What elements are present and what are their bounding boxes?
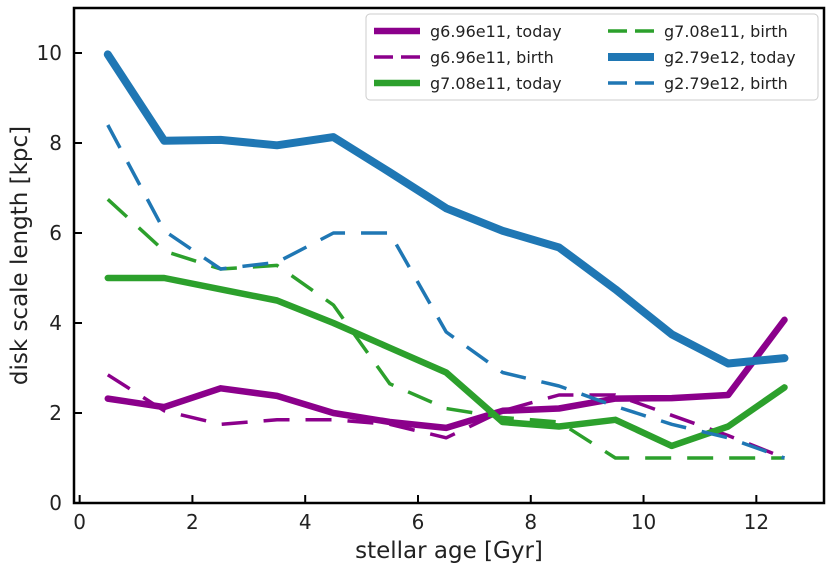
legend-label: g2.79e12, today [664, 48, 796, 67]
series-line-g6-96e11-birth [106, 373, 786, 460]
plot-frame [72, 6, 826, 505]
y-tick-label: 10 [37, 41, 62, 65]
legend-label: g7.08e11, today [430, 74, 562, 93]
y-tick-label: 0 [49, 491, 62, 515]
series-line-g2-79e12-today [103, 50, 789, 368]
legend-entry: g7.08e11, birth [608, 22, 788, 41]
x-tick-label: 2 [186, 510, 199, 534]
legend-label: g6.96e11, birth [430, 48, 554, 67]
legend-label: g6.96e11, today [430, 22, 562, 41]
series-line-g6-96e11-today [104, 316, 788, 432]
x-tick-label: 0 [73, 510, 86, 534]
series-line-g2-79e12-birth [106, 124, 786, 460]
legend-entry: g2.79e12, today [608, 48, 796, 67]
x-tick-label: 10 [631, 510, 656, 534]
series-layer [103, 50, 789, 460]
legend-label: g2.79e12, birth [664, 74, 788, 93]
y-tick-label: 8 [49, 131, 62, 155]
legend: g6.96e11, today g6.96e11, birth g7.08e11… [365, 13, 819, 101]
legend-entry: g7.08e11, today [374, 74, 562, 93]
series-line-g7-08e11-today [104, 274, 788, 450]
legend-entry: g2.79e12, birth [608, 74, 788, 93]
y-tick-label: 4 [49, 311, 62, 335]
x-axis-label: stellar age [Gyr] [355, 538, 543, 564]
y-axis-label: disk scale length [kpc] [7, 126, 33, 385]
axis-ticks: 0 2 4 6 8 10 12 0 2 4 6 8 10 [37, 41, 770, 534]
y-tick-label: 2 [49, 401, 62, 425]
x-tick-label: 8 [524, 510, 537, 534]
legend-entry: g6.96e11, birth [374, 48, 554, 67]
x-tick-label: 12 [744, 510, 769, 534]
legend-box [365, 13, 819, 101]
y-tick-label: 6 [49, 221, 62, 245]
legend-entry: g6.96e11, today [374, 22, 562, 41]
legend-label: g7.08e11, birth [664, 22, 788, 41]
x-tick-label: 4 [299, 510, 312, 534]
x-tick-label: 6 [412, 510, 425, 534]
